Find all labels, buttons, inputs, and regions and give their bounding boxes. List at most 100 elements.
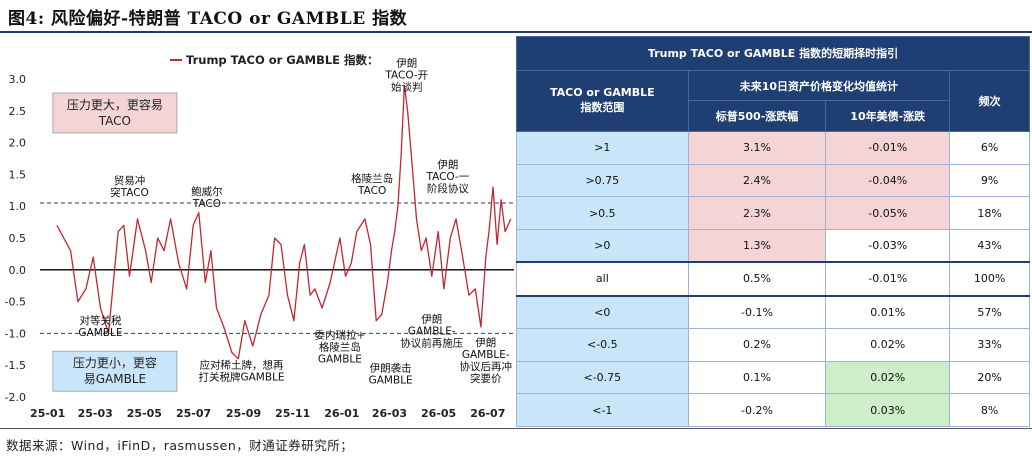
y-tick-label: 3.0 [9, 73, 27, 86]
ust10y-cell: -0.01% [825, 130, 951, 165]
group-header: 未来10日资产价格变化均值统计 [687, 69, 951, 102]
x-tick-label: 25-03 [78, 407, 113, 420]
x-tick-label: 26-01 [324, 407, 359, 420]
y-tick-label: 2.0 [9, 137, 27, 150]
sp500-cell: 2.3% [687, 196, 827, 230]
ust10y-cell: 0.03% [825, 393, 951, 427]
frequency-cell: 18% [949, 196, 1030, 230]
sp500-cell: -0.2% [687, 393, 827, 427]
annotation-label: 格陵兰岛 [351, 172, 393, 185]
ust10y-cell: 0.01% [825, 294, 951, 329]
sp500-cell: -0.1% [687, 294, 827, 329]
annotation-label: TACO [192, 198, 221, 210]
annotation-label: 贸易冲 [114, 174, 146, 187]
figure-title: 图4: 风险偏好-特朗普 TACO or GAMBLE 指数 [8, 9, 408, 29]
annotation-label: 突TACO [110, 186, 149, 199]
y-tick-label: 1.5 [9, 168, 27, 181]
table-row: <0 -0.1% 0.01% 57% [516, 294, 1030, 329]
table-title: Trump TACO or GAMBLE 指数的短期择时指引 [516, 36, 1030, 71]
table-row: <-0.5 0.2% 0.02% 33% [516, 327, 1030, 362]
range-cell: <-0.75 [516, 360, 689, 395]
frequency-header: 频次 [949, 69, 1030, 132]
y-tick-label: -0.5 [5, 296, 26, 309]
x-tick-label: 25-11 [275, 407, 310, 420]
annotation-label: 突要价 [470, 372, 502, 385]
annotation-label: 协议后再冲 [460, 360, 513, 373]
table-row: <-1 -0.2% 0.03% 8% [516, 393, 1030, 427]
annotation-label: 阶段协议 [427, 182, 469, 195]
zone-box-label: 易GAMBLE [84, 372, 146, 386]
ust10y-header: 10年美债-涨跌 [825, 100, 951, 132]
annotation-label: 始谈判 [391, 80, 423, 93]
bottom-divider [0, 428, 1032, 429]
y-tick-label: -1.5 [5, 359, 26, 372]
zone-box [52, 92, 178, 134]
series-line [56, 84, 512, 360]
annotation-label: TACO-开 [384, 69, 428, 81]
range-header: TACO or GAMBLE 指数范围 [516, 69, 689, 132]
frequency-cell: 6% [949, 130, 1030, 165]
ust10y-cell: 0.02% [825, 327, 951, 362]
x-tick-label: 25-05 [127, 407, 162, 420]
annotation-label: 鲍威尔 [191, 185, 223, 198]
zone-box-label: 压力更小，更容 [73, 355, 157, 370]
annotation-label: 应对稀土牌，想再 [200, 358, 284, 371]
range-cell: all [516, 261, 689, 297]
frequency-cell: 57% [949, 294, 1030, 329]
annotation-label: GAMBLE [369, 375, 413, 387]
legend-label: Trump TACO or GAMBLE 指数： [186, 53, 379, 67]
annotation-label: 伊朗 [396, 57, 417, 69]
frequency-cell: 9% [949, 163, 1030, 198]
sp500-cell: 0.1% [687, 360, 827, 395]
sp500-cell: 0.5% [687, 261, 827, 297]
x-tick-label: 26-07 [470, 407, 505, 420]
zone-box-label: 压力更大，更容易 [67, 97, 163, 112]
source-note: 数据来源：Wind，iFinD，rasmussen，财通证券研究所； [6, 438, 354, 453]
sp500-cell: 1.3% [687, 228, 827, 263]
range-cell: >0.75 [516, 163, 689, 198]
y-tick-label: 0.0 [9, 264, 27, 277]
annotation-label: 伊朗 [437, 159, 458, 171]
x-tick-label: 26-05 [421, 407, 456, 420]
line-chart: 3.0 2.5 2.0 1.5 1.0 0.5 0.0 -0.5 -1.0 -1.5 -2.0 25-… [5, 53, 514, 420]
zone-box [52, 350, 178, 392]
frequency-cell: 20% [949, 360, 1030, 395]
annotation-label: 格陵兰岛 [319, 340, 361, 353]
annotation-label: TACO [357, 185, 386, 197]
y-tick-label: -2.0 [5, 391, 26, 404]
table-row: all 0.5% -0.01% 100% [516, 261, 1030, 297]
range-cell: <0 [516, 294, 689, 329]
range-cell: >0 [516, 228, 689, 263]
annotation-label: 对等关税 [79, 314, 121, 327]
ust10y-cell: -0.05% [825, 196, 951, 230]
annotation-label: TACO-一 [426, 171, 470, 183]
annotation-label: 打关税牌GAMBLE [198, 370, 284, 383]
y-tick-label: 0.5 [9, 232, 27, 245]
annotation-label: 伊朗袭击 [370, 363, 412, 375]
table-row: >0.75 2.4% -0.04% 9% [516, 163, 1030, 198]
table-subheader-row: 标普500-涨跌幅 10年美债-涨跌 [517, 100, 1030, 132]
y-tick-label: 1.0 [9, 200, 27, 213]
title-divider [0, 31, 1032, 33]
zone-box-label: TACO [98, 114, 131, 128]
x-tick-label: 25-01 [30, 407, 65, 420]
frequency-cell: 33% [949, 327, 1030, 362]
annotation-label: 伊朗 [421, 314, 442, 326]
frequency-cell: 8% [949, 393, 1030, 427]
annotation-label: GAMBLE [318, 353, 362, 365]
y-tick-label: -1.0 [5, 327, 26, 340]
ust10y-cell: -0.04% [825, 163, 951, 198]
table-header-row: TACO or GAMBLE 指数范围 未来10日资产价格变化均值统计 频次 [516, 69, 1030, 132]
range-cell: <-1 [516, 393, 689, 427]
sp500-cell: 3.1% [687, 130, 827, 165]
annotation-label: GAMBLE- [462, 349, 510, 361]
table-row: >1 3.1% -0.01% 6% [516, 130, 1030, 165]
sp500-header: 标普500-涨跌幅 [687, 100, 827, 132]
range-cell: <-0.5 [516, 327, 689, 362]
sp500-cell: 0.2% [687, 327, 827, 362]
annotation-label: 伊朗 [475, 337, 496, 349]
ust10y-cell: -0.01% [825, 261, 951, 297]
annotation-label: 协议前再施压 [400, 337, 463, 350]
range-cell: >0.5 [516, 196, 689, 230]
ust10y-cell: 0.02% [825, 360, 951, 395]
